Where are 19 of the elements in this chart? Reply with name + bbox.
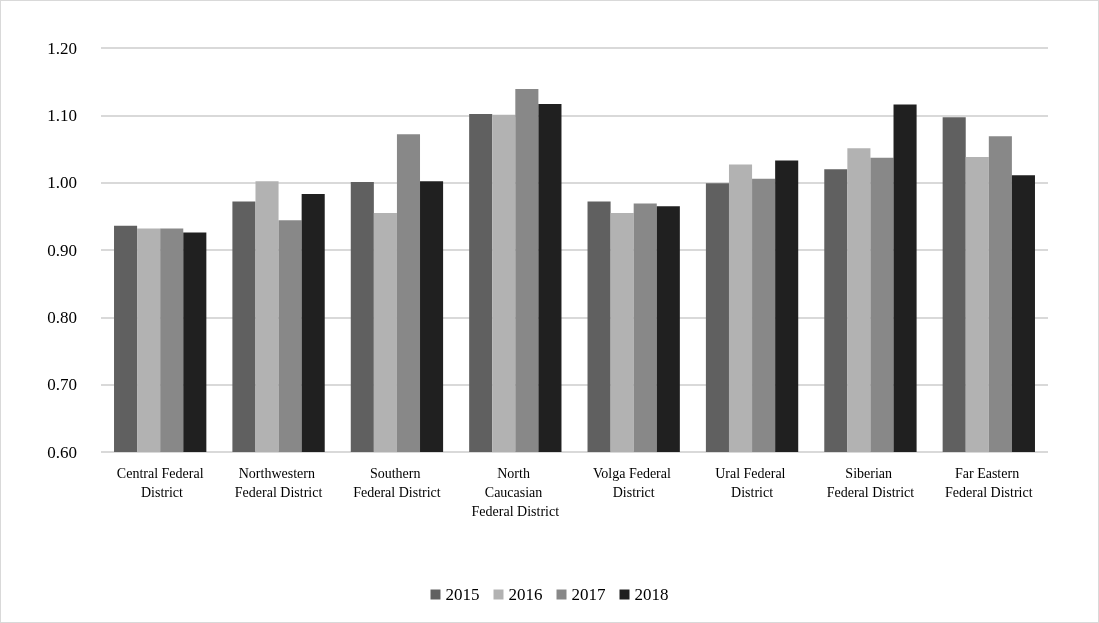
x-tick-label: Volga Federal District <box>592 466 675 500</box>
y-tick-label: 1.10 <box>47 105 77 125</box>
y-tick-label: 0.90 <box>47 240 77 260</box>
y-tick-label: 0.80 <box>47 307 77 327</box>
legend-label: 2017 <box>571 585 606 604</box>
legend-label: 2018 <box>634 585 669 604</box>
x-tick-label: Northwestern Federal District <box>234 466 323 500</box>
y-tick-label: 1.20 <box>47 38 77 58</box>
legend-label: 2015 <box>445 585 480 604</box>
x-tick-label: Far Eastern Federal District <box>945 466 1033 500</box>
legend-label: 2016 <box>508 585 543 604</box>
y-tick-label: 1.00 <box>47 173 77 193</box>
x-tick-label: Siberian Federal District <box>826 466 915 500</box>
x-tick-label: Ural Federal District <box>715 466 789 500</box>
x-tick-label: Central Federal District <box>116 466 204 500</box>
y-tick-label: 0.70 <box>47 375 77 395</box>
y-tick-label: 0.60 <box>47 442 77 462</box>
x-tick-label: Southern Federal District <box>353 466 441 500</box>
x-tick-label: North Caucasian Federal District <box>471 466 560 519</box>
